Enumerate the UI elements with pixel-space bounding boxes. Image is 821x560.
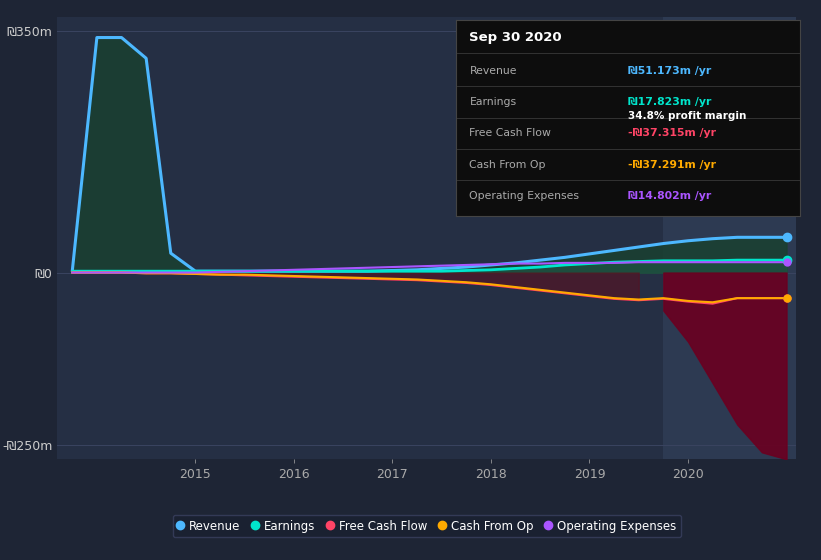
Bar: [663, 17, 796, 459]
Legend: Revenue, Earnings, Free Cash Flow, Cash From Op, Operating Expenses: Revenue, Earnings, Free Cash Flow, Cash …: [172, 515, 681, 538]
Text: Sep 30 2020: Sep 30 2020: [470, 31, 562, 44]
Text: -₪37.315m /yr: -₪37.315m /yr: [628, 128, 716, 138]
Text: Free Cash Flow: Free Cash Flow: [470, 128, 552, 138]
Text: Operating Expenses: Operating Expenses: [470, 191, 580, 201]
Text: ₪17.823m /yr: ₪17.823m /yr: [628, 97, 712, 107]
Text: Earnings: Earnings: [470, 97, 516, 107]
Text: Cash From Op: Cash From Op: [470, 160, 546, 170]
Text: ₪51.173m /yr: ₪51.173m /yr: [628, 66, 711, 76]
Text: -₪37.291m /yr: -₪37.291m /yr: [628, 160, 716, 170]
Text: Revenue: Revenue: [470, 66, 517, 76]
Text: ₪14.802m /yr: ₪14.802m /yr: [628, 191, 711, 201]
Text: 34.8% profit margin: 34.8% profit margin: [628, 111, 746, 120]
